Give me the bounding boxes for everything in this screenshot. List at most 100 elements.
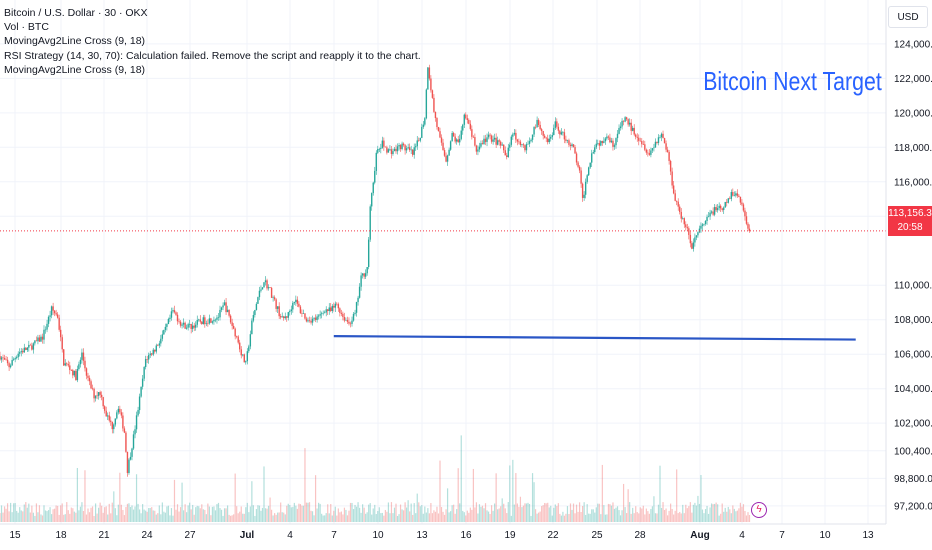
- candle-body: [107, 415, 109, 417]
- volume-bar: [674, 510, 676, 522]
- candle-body: [489, 134, 491, 136]
- trendline[interactable]: [333, 335, 856, 341]
- volume-bar: [739, 502, 742, 522]
- candle-body: [727, 198, 729, 203]
- volume-bar: [656, 513, 658, 522]
- candle-body: [6, 359, 9, 364]
- candle-body: [15, 357, 18, 359]
- legend-ma-1[interactable]: MovingAvg2Line Cross (9, 18): [4, 35, 146, 48]
- candle-body: [745, 216, 748, 224]
- lightning-icon[interactable]: ϟ: [751, 502, 767, 518]
- candle-body: [85, 368, 88, 376]
- candle-body: [352, 313, 355, 321]
- candle-body: [395, 148, 397, 152]
- volume-bar: [475, 502, 478, 522]
- volume-bar: [258, 505, 261, 522]
- candle-body: [140, 386, 142, 397]
- volume-bar: [393, 507, 396, 522]
- volume-bar: [406, 507, 408, 522]
- candle-body: [320, 313, 323, 315]
- volume-bar: [484, 503, 487, 522]
- volume-bar: [301, 505, 303, 522]
- volume-bar: [600, 514, 602, 522]
- candle-body: [195, 324, 197, 328]
- candle-body: [540, 129, 543, 132]
- legend-title[interactable]: Bitcoin / U.S. Dollar · 30 · OKX: [4, 7, 148, 19]
- volume-bar: [355, 506, 358, 522]
- volume-bar: [275, 514, 277, 522]
- volume-bar: [25, 502, 27, 522]
- volume-bar: [216, 504, 218, 522]
- candle-body: [102, 397, 104, 407]
- volume-bar: [202, 509, 204, 522]
- candle-body: [275, 299, 277, 309]
- candle-body: [524, 145, 526, 151]
- candle-body: [475, 145, 478, 152]
- candle-body: [542, 131, 544, 136]
- candle-body: [536, 119, 538, 128]
- candle-body: [366, 267, 368, 274]
- volume-bar: [428, 513, 430, 522]
- volume-bar: [418, 502, 420, 522]
- candle-body: [56, 314, 59, 318]
- candle-body: [616, 133, 619, 139]
- candle-body: [103, 406, 106, 411]
- candle-body: [498, 140, 500, 142]
- candle-body: [252, 314, 255, 321]
- candle-body: [284, 316, 286, 319]
- volume-bar: [560, 515, 562, 522]
- candle-body: [748, 228, 751, 232]
- candle-body: [169, 317, 171, 320]
- volume-bars: [0, 435, 751, 522]
- volume-bar: [182, 510, 185, 522]
- time-axis[interactable]: 15 18 21 24 27 Jul 4 7 10 13 16 19 22 25 28 Aug 4 7 10 13: [9, 530, 874, 541]
- candle-body: [143, 367, 145, 379]
- volume-bar: [469, 507, 471, 522]
- candle-body: [84, 360, 86, 369]
- candle-body: [531, 134, 534, 140]
- volume-bar: [598, 503, 600, 522]
- candle-body: [313, 317, 315, 319]
- candle-body: [701, 224, 704, 226]
- candle-body: [264, 280, 267, 283]
- volume-bar: [566, 506, 569, 522]
- candle-body: [193, 325, 195, 328]
- volume-bar: [500, 506, 502, 522]
- candle-body: [37, 337, 39, 342]
- volume-bar: [198, 506, 200, 522]
- candle-body: [273, 297, 276, 300]
- volume-bar: [266, 508, 268, 522]
- candle-body: [9, 365, 12, 368]
- candle-body: [713, 207, 716, 215]
- candle-body: [116, 412, 118, 419]
- volume-bar: [519, 496, 522, 522]
- candle-body: [314, 317, 317, 320]
- legend-rsi-strategy[interactable]: RSI Strategy (14, 30, 70): Calculation f…: [4, 49, 421, 62]
- volume-bar: [383, 515, 385, 522]
- price-tick-label: 116,000.0: [894, 177, 932, 188]
- annotation-text[interactable]: Bitcoin Next Target: [703, 66, 882, 96]
- candle-body: [141, 378, 144, 387]
- volume-bar: [480, 506, 482, 522]
- volume-bar: [0, 513, 1, 522]
- candle-body: [383, 140, 385, 147]
- legend-ma-2[interactable]: MovingAvg2Line Cross (9, 18): [4, 63, 146, 76]
- candle-body: [621, 120, 623, 127]
- volume-bar: [494, 503, 496, 522]
- candle-body: [490, 135, 493, 142]
- volume-bar: [204, 509, 206, 522]
- candle-body: [330, 307, 332, 312]
- candle-body: [100, 394, 103, 398]
- volume-bar: [487, 511, 490, 522]
- volume-bar: [298, 503, 300, 522]
- legend-volume[interactable]: Vol · BTC: [4, 21, 49, 34]
- volume-bar: [559, 513, 561, 522]
- volume-bar: [337, 508, 339, 522]
- volume-bar: [714, 503, 716, 522]
- candle-body: [709, 212, 711, 217]
- currency-button[interactable]: USD: [888, 6, 928, 28]
- candle-body: [387, 149, 390, 153]
- volume-bar: [128, 503, 130, 522]
- candle-body: [389, 149, 391, 150]
